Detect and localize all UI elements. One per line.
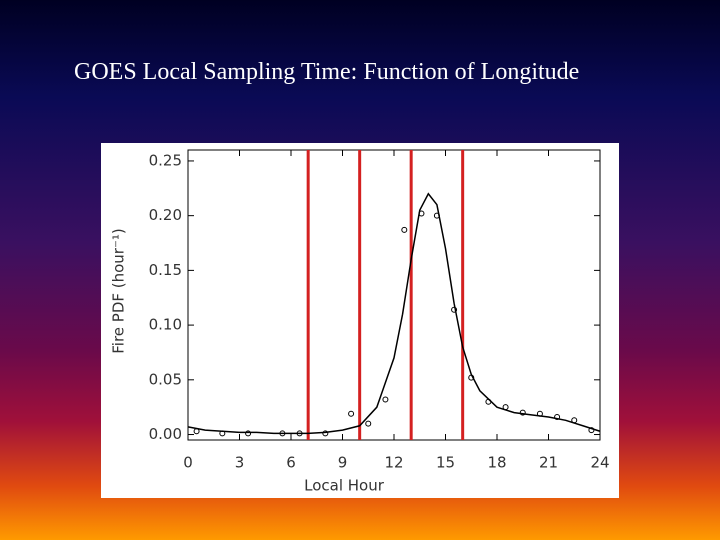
data-point — [554, 414, 561, 421]
data-point — [571, 417, 578, 424]
data-point — [365, 420, 372, 427]
data-point — [322, 430, 329, 437]
y-tick-label: 0.25 — [149, 151, 182, 169]
x-tick-label: 15 — [436, 454, 455, 472]
y-tick-label: 0.00 — [149, 425, 182, 443]
data-point — [519, 409, 526, 416]
data-point — [245, 430, 252, 437]
y-tick-label: 0.15 — [149, 261, 182, 279]
x-tick-label: 21 — [539, 454, 558, 472]
data-point — [588, 427, 595, 434]
slide-title: GOES Local Sampling Time: Function of Lo… — [74, 59, 580, 85]
x-axis-label: Local Hour — [304, 477, 385, 495]
x-tick-label: 6 — [286, 454, 296, 472]
data-point — [451, 306, 458, 313]
x-tick-label: 18 — [487, 454, 506, 472]
y-tick-label: 0.05 — [149, 370, 182, 388]
chart: Local Hour Fire PDF (hour⁻¹) 0 3 6 9 12 15 18 2… — [101, 143, 619, 498]
data-point — [296, 430, 303, 437]
data-point — [468, 374, 475, 381]
data-point — [485, 398, 492, 405]
data-point — [502, 404, 509, 411]
data-point — [193, 428, 200, 435]
x-tick-label: 24 — [590, 454, 609, 472]
data-point — [433, 212, 440, 219]
x-tick-label: 0 — [183, 454, 193, 472]
data-point — [219, 430, 226, 437]
data-point — [536, 410, 543, 417]
data-point — [401, 226, 408, 233]
x-tick-label: 3 — [235, 454, 245, 472]
data-point — [348, 410, 355, 417]
y-tick-label: 0.20 — [149, 206, 182, 224]
data-point — [279, 430, 286, 437]
data-point — [418, 210, 425, 217]
data-point — [382, 396, 389, 403]
x-tick-label: 9 — [338, 454, 348, 472]
pdf-curve — [187, 192, 601, 435]
y-tick-label: 0.10 — [149, 316, 182, 334]
y-axis-label: Fire PDF (hour⁻¹) — [110, 228, 128, 354]
x-tick-label: 12 — [384, 454, 403, 472]
